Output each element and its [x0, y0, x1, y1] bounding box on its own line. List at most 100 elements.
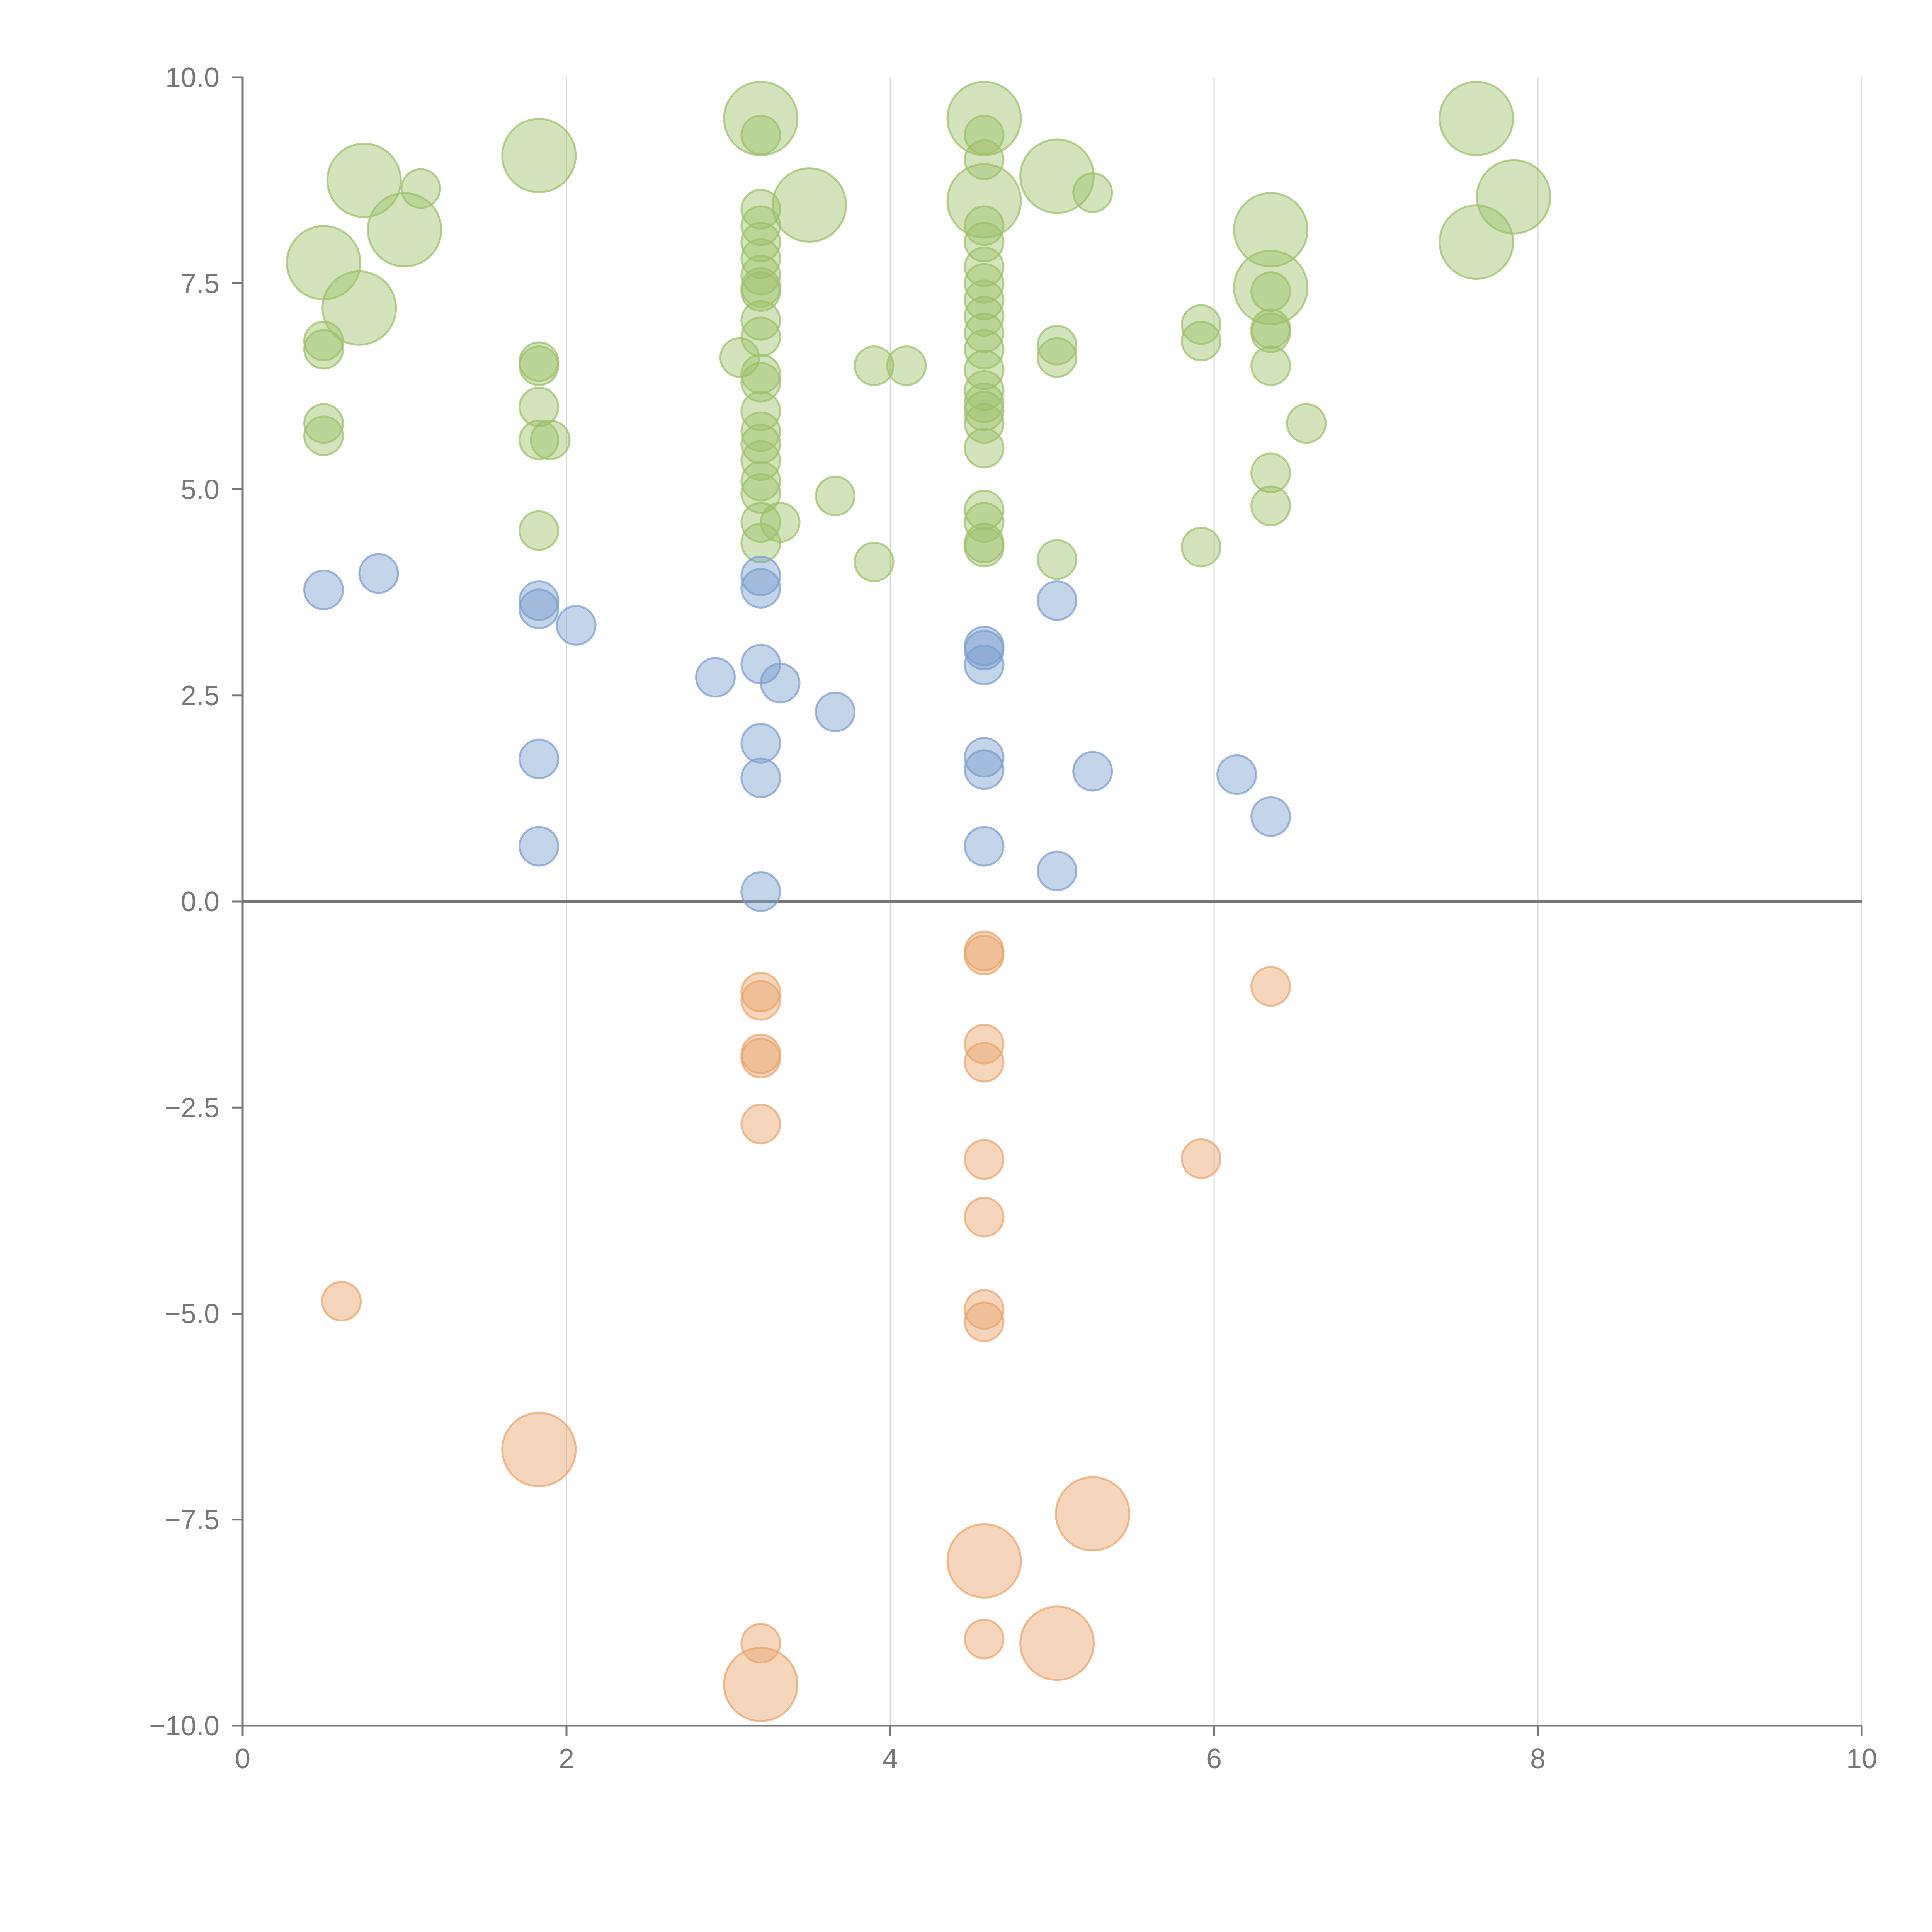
orange-point	[964, 1042, 1005, 1083]
green-point	[740, 440, 781, 481]
green-point	[1439, 81, 1514, 156]
x-tick-label: 2	[559, 1743, 574, 1774]
blue-point	[519, 588, 560, 629]
orange-point	[501, 1412, 577, 1487]
green-point	[740, 238, 781, 279]
y-tick-label: −7.5	[165, 1505, 219, 1536]
green-point	[519, 420, 560, 461]
orange-point	[740, 1037, 781, 1078]
green-point	[740, 354, 781, 395]
blue-point	[740, 568, 781, 609]
blue-point	[740, 757, 781, 798]
orange-point	[1180, 1138, 1221, 1179]
green-point	[740, 271, 781, 312]
green-point	[964, 247, 1005, 287]
y-tick-label: −2.5	[165, 1092, 219, 1123]
green-point	[964, 205, 1005, 246]
points-layer	[286, 81, 1551, 1722]
orange-point	[964, 1289, 1005, 1330]
y-tick-label: 2.5	[181, 680, 219, 711]
x-tick-label: 0	[235, 1743, 250, 1774]
green-point	[772, 167, 847, 243]
blue-point	[556, 605, 597, 646]
green-point	[1037, 325, 1078, 366]
green-point	[321, 270, 397, 346]
green-point	[1476, 159, 1551, 235]
green-point	[1233, 192, 1309, 268]
orange-point	[740, 980, 781, 1021]
orange-point	[1055, 1476, 1131, 1552]
blue-point	[964, 749, 1005, 790]
green-point	[964, 329, 1005, 370]
green-point	[740, 423, 781, 464]
axis-layer	[232, 76, 1863, 1736]
y-tick-label: −10.0	[149, 1711, 219, 1742]
y-tick-label: 10.0	[165, 62, 219, 93]
orange-point	[964, 935, 1005, 976]
blue-point	[519, 826, 560, 867]
green-point	[1250, 271, 1291, 312]
green-point	[740, 316, 781, 357]
green-point	[964, 490, 1005, 531]
green-point	[740, 205, 781, 246]
blue-point	[964, 629, 1005, 670]
green-point	[740, 114, 781, 155]
x-tick-label: 10	[1846, 1743, 1877, 1774]
green-point	[1180, 321, 1221, 362]
green-point	[1439, 204, 1514, 280]
x-tick-label: 4	[883, 1743, 898, 1774]
green-point	[1180, 527, 1221, 568]
y-tick-label: −5.0	[165, 1299, 219, 1330]
green-point	[326, 143, 402, 218]
green-point	[740, 222, 781, 263]
y-tick-label: 5.0	[181, 474, 219, 505]
blue-point	[740, 723, 781, 764]
orange-point	[964, 1139, 1005, 1180]
blue-point	[740, 555, 781, 596]
green-point	[964, 349, 1005, 390]
green-point	[740, 300, 781, 341]
green-point	[740, 391, 781, 432]
orange-point	[946, 1523, 1022, 1599]
green-point	[740, 362, 781, 403]
green-point	[964, 428, 1005, 469]
green-point	[1250, 345, 1291, 386]
blue-point	[358, 553, 399, 594]
green-point	[964, 139, 1005, 180]
green-point	[964, 312, 1005, 353]
green-point	[964, 114, 1005, 155]
green-point	[519, 345, 560, 386]
green-point	[740, 473, 781, 514]
green-point	[964, 383, 1005, 423]
green-point	[964, 391, 1005, 432]
x-tick-label: 6	[1206, 1743, 1222, 1774]
orange-point	[321, 1281, 362, 1322]
blue-point	[964, 645, 1005, 685]
orange-point	[964, 1301, 1005, 1342]
orange-point	[964, 1197, 1005, 1238]
orange-point	[740, 1104, 781, 1145]
blue-point	[964, 737, 1005, 778]
blue-point	[964, 826, 1005, 867]
blue-point	[740, 871, 781, 912]
green-point	[964, 263, 1005, 304]
blue-point	[1037, 850, 1078, 891]
green-point	[740, 411, 781, 452]
green-point	[400, 168, 441, 209]
orange-point	[964, 1024, 1005, 1065]
green-point	[964, 403, 1005, 444]
blue-point	[1037, 580, 1078, 621]
green-point	[1072, 172, 1113, 213]
green-point	[1037, 337, 1078, 378]
green-point	[1180, 304, 1221, 345]
green-point	[1250, 485, 1291, 526]
green-point	[1037, 539, 1078, 580]
green-point	[1250, 452, 1291, 493]
green-point	[303, 415, 344, 456]
blue-point	[1216, 754, 1257, 795]
blue-point	[815, 691, 856, 732]
blue-point	[760, 663, 801, 704]
green-point	[964, 279, 1005, 320]
green-point	[964, 502, 1005, 543]
